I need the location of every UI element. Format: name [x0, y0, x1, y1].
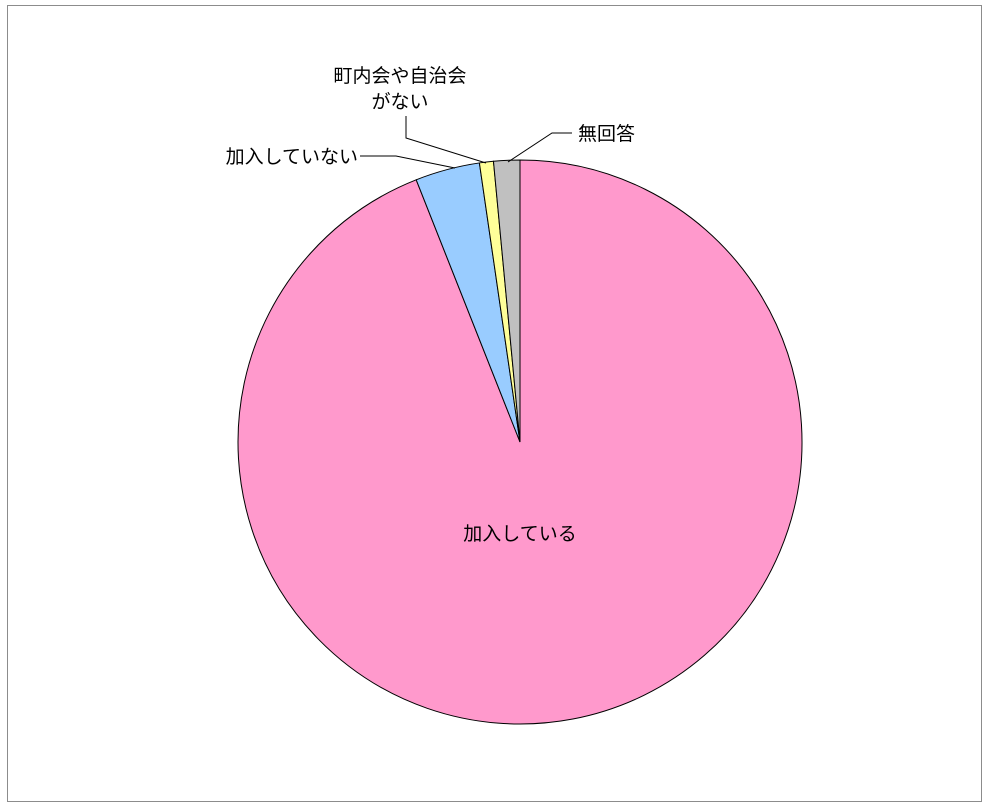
slice-label-1: 加入している [463, 523, 576, 545]
slice-label-2: 加入していない [226, 146, 358, 168]
leader-line-3 [405, 116, 487, 164]
pie-slice-4 [492, 159, 521, 443]
slice-label-4: 無回答 [578, 123, 635, 145]
slice-label-3: 町内会や自治会がない [333, 65, 466, 113]
leader-line-4 [507, 132, 572, 163]
leader-line-2 [360, 155, 456, 169]
